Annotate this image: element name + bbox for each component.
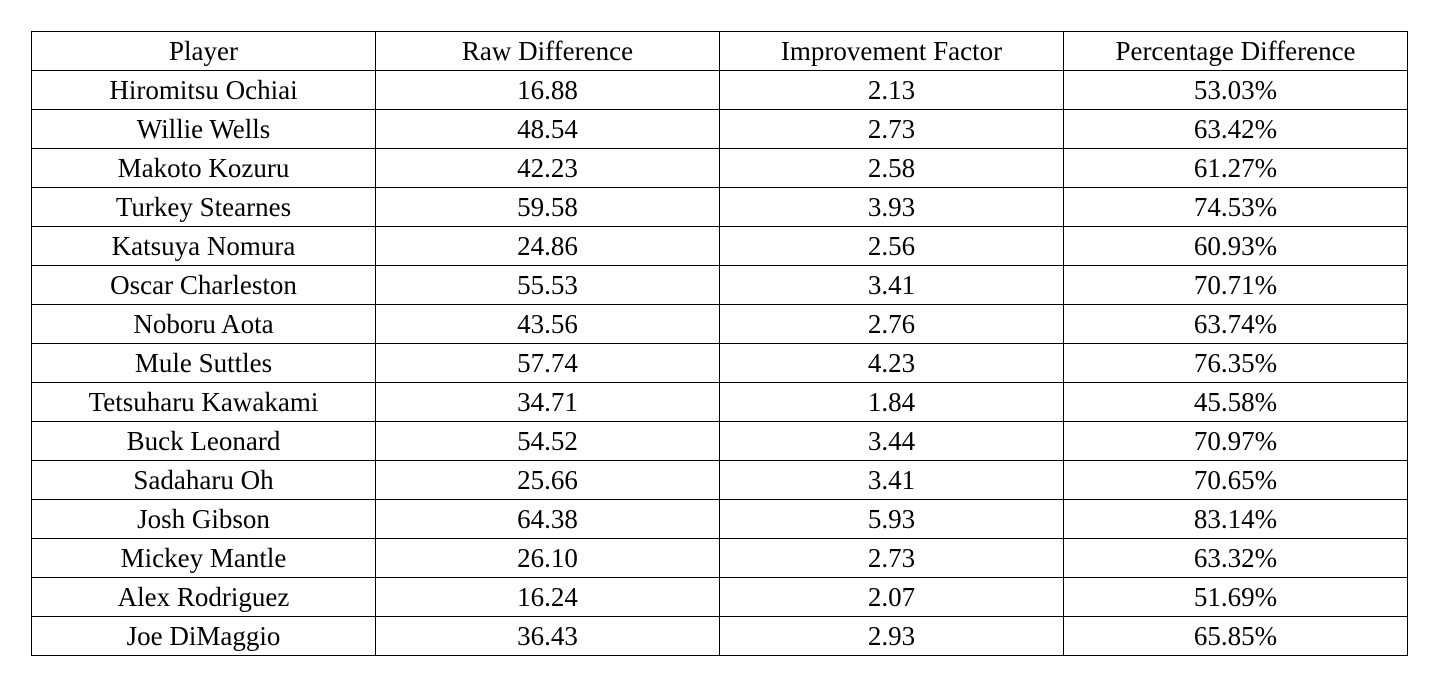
cell-raw-difference: 34.71	[375, 382, 720, 422]
cell-raw-difference: 25.66	[375, 460, 720, 500]
cell-player: Buck Leonard	[31, 421, 376, 461]
cell-raw-difference: 26.10	[375, 538, 720, 578]
cell-improvement-factor: 2.76	[719, 304, 1064, 344]
cell-improvement-factor: 5.93	[719, 499, 1064, 539]
cell-improvement-factor: 2.73	[719, 109, 1064, 149]
cell-percentage-difference: 63.74%	[1063, 304, 1408, 344]
cell-percentage-difference: 76.35%	[1063, 343, 1408, 383]
cell-percentage-difference: 63.32%	[1063, 538, 1408, 578]
table-row: Mickey Mantle 26.10 2.73 63.32%	[31, 538, 1408, 578]
cell-player: Josh Gibson	[31, 499, 376, 539]
cell-improvement-factor: 3.41	[719, 265, 1064, 305]
cell-percentage-difference: 70.97%	[1063, 421, 1408, 461]
table-header: Player Raw Difference Improvement Factor…	[31, 31, 1408, 71]
cell-player: Noboru Aota	[31, 304, 376, 344]
cell-raw-difference: 55.53	[375, 265, 720, 305]
table-row: Tetsuharu Kawakami 34.71 1.84 45.58%	[31, 382, 1408, 422]
cell-raw-difference: 36.43	[375, 616, 720, 656]
cell-improvement-factor: 2.93	[719, 616, 1064, 656]
cell-improvement-factor: 1.84	[719, 382, 1064, 422]
cell-improvement-factor: 2.13	[719, 70, 1064, 110]
cell-raw-difference: 43.56	[375, 304, 720, 344]
cell-percentage-difference: 53.03%	[1063, 70, 1408, 110]
cell-raw-difference: 48.54	[375, 109, 720, 149]
cell-player: Tetsuharu Kawakami	[31, 382, 376, 422]
table-row: Noboru Aota 43.56 2.76 63.74%	[31, 304, 1408, 344]
cell-raw-difference: 64.38	[375, 499, 720, 539]
cell-percentage-difference: 61.27%	[1063, 148, 1408, 188]
cell-player: Turkey Stearnes	[31, 187, 376, 227]
cell-player: Hiromitsu Ochiai	[31, 70, 376, 110]
cell-raw-difference: 16.24	[375, 577, 720, 617]
table-row: Joe DiMaggio 36.43 2.93 65.85%	[31, 616, 1408, 656]
cell-raw-difference: 16.88	[375, 70, 720, 110]
cell-percentage-difference: 83.14%	[1063, 499, 1408, 539]
cell-percentage-difference: 51.69%	[1063, 577, 1408, 617]
cell-raw-difference: 42.23	[375, 148, 720, 188]
cell-improvement-factor: 3.41	[719, 460, 1064, 500]
table-row: Mule Suttles 57.74 4.23 76.35%	[31, 343, 1408, 383]
table-row: Alex Rodriguez 16.24 2.07 51.69%	[31, 577, 1408, 617]
cell-percentage-difference: 74.53%	[1063, 187, 1408, 227]
header-row: Player Raw Difference Improvement Factor…	[31, 31, 1408, 71]
cell-improvement-factor: 4.23	[719, 343, 1064, 383]
table-row: Willie Wells 48.54 2.73 63.42%	[31, 109, 1408, 149]
cell-improvement-factor: 2.58	[719, 148, 1064, 188]
table-body: Hiromitsu Ochiai 16.88 2.13 53.03% Willie We…	[31, 70, 1408, 656]
cell-improvement-factor: 2.73	[719, 538, 1064, 578]
cell-raw-difference: 54.52	[375, 421, 720, 461]
table-row: Buck Leonard 54.52 3.44 70.97%	[31, 421, 1408, 461]
cell-raw-difference: 57.74	[375, 343, 720, 383]
cell-improvement-factor: 2.07	[719, 577, 1064, 617]
cell-percentage-difference: 70.65%	[1063, 460, 1408, 500]
cell-player: Mule Suttles	[31, 343, 376, 383]
table-row: Josh Gibson 64.38 5.93 83.14%	[31, 499, 1408, 539]
cell-raw-difference: 59.58	[375, 187, 720, 227]
cell-percentage-difference: 63.42%	[1063, 109, 1408, 149]
table-row: Katsuya Nomura 24.86 2.56 60.93%	[31, 226, 1408, 266]
cell-improvement-factor: 3.93	[719, 187, 1064, 227]
cell-player: Alex Rodriguez	[31, 577, 376, 617]
header-improvement-factor: Improvement Factor	[719, 31, 1064, 71]
cell-player: Makoto Kozuru	[31, 148, 376, 188]
cell-player: Katsuya Nomura	[31, 226, 376, 266]
cell-raw-difference: 24.86	[375, 226, 720, 266]
cell-player: Willie Wells	[31, 109, 376, 149]
header-percentage-difference: Percentage Difference	[1063, 31, 1408, 71]
cell-improvement-factor: 2.56	[719, 226, 1064, 266]
cell-percentage-difference: 60.93%	[1063, 226, 1408, 266]
cell-percentage-difference: 45.58%	[1063, 382, 1408, 422]
table-row: Sadaharu Oh 25.66 3.41 70.65%	[31, 460, 1408, 500]
cell-player: Oscar Charleston	[31, 265, 376, 305]
player-stats-table: Player Raw Difference Improvement Factor…	[31, 31, 1408, 656]
cell-player: Joe DiMaggio	[31, 616, 376, 656]
cell-percentage-difference: 70.71%	[1063, 265, 1408, 305]
cell-improvement-factor: 3.44	[719, 421, 1064, 461]
cell-player: Sadaharu Oh	[31, 460, 376, 500]
table-row: Makoto Kozuru 42.23 2.58 61.27%	[31, 148, 1408, 188]
table-row: Oscar Charleston 55.53 3.41 70.71%	[31, 265, 1408, 305]
header-raw-difference: Raw Difference	[375, 31, 720, 71]
cell-percentage-difference: 65.85%	[1063, 616, 1408, 656]
cell-player: Mickey Mantle	[31, 538, 376, 578]
table-row: Hiromitsu Ochiai 16.88 2.13 53.03%	[31, 70, 1408, 110]
header-player: Player	[31, 31, 376, 71]
table-row: Turkey Stearnes 59.58 3.93 74.53%	[31, 187, 1408, 227]
